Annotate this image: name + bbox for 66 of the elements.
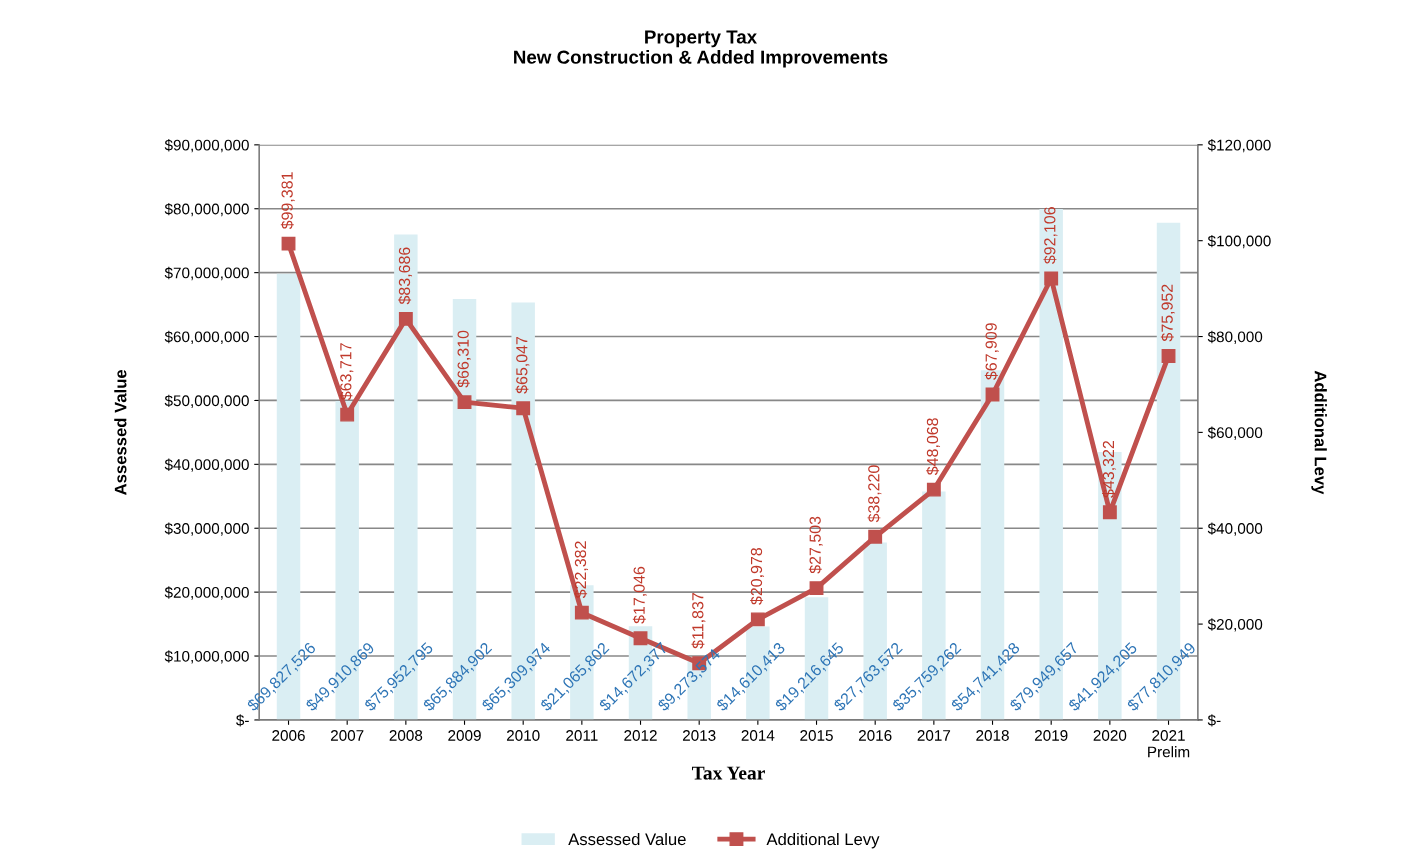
y-tick-label: $- (236, 714, 249, 727)
y-tick-label: $60,000,000 (164, 330, 249, 345)
y2-tick-label: $100,000 (1207, 234, 1271, 249)
data-label: $67,909 (984, 323, 999, 380)
point (809, 581, 824, 596)
x-tick-label: 2021 Prelim (1148, 730, 1190, 758)
data-label: $75,952 (1160, 284, 1175, 342)
data-label: $38,220 (867, 465, 882, 523)
point (281, 236, 296, 251)
x-tick-label: 2010 (506, 730, 540, 741)
point (1161, 348, 1176, 363)
x-tick-label: 2007 (330, 730, 364, 741)
chart-title: Property Tax New Construction & Added Improvements (514, 30, 888, 68)
x-tick-label: 2016 (858, 730, 892, 741)
y-tick-label: $70,000,000 (164, 266, 249, 281)
x-tick-label: 2014 (741, 730, 775, 741)
point (457, 395, 472, 410)
y2-tick-label: $20,000 (1207, 618, 1263, 632)
x-tick-label: 2015 (800, 730, 833, 741)
point (398, 311, 413, 326)
point (574, 605, 589, 620)
y2-tick-label: $- (1207, 714, 1221, 727)
y-tick-label: $80,000,000 (164, 202, 249, 217)
data-label: $20,978 (750, 547, 765, 605)
point (340, 407, 355, 422)
point (1102, 505, 1117, 520)
y-tick-label: $90,000,000 (164, 139, 249, 153)
y-tick-label: $10,000,000 (164, 650, 249, 664)
data-label: $66,310 (456, 330, 471, 388)
data-label: $83,686 (398, 247, 413, 305)
legend-label: Additional Levy (766, 832, 880, 849)
legend-label: Assessed Value (568, 832, 686, 846)
data-label: $92,106 (1043, 207, 1058, 264)
x-tick-label: 2009 (448, 730, 481, 741)
y-tick-label: $50,000,000 (164, 394, 249, 408)
point (750, 612, 765, 627)
data-label: $48,068 (926, 418, 941, 476)
y2-tick-label: $40,000 (1207, 522, 1263, 536)
x-tick-label: 2008 (389, 730, 423, 741)
data-label: $27,503 (808, 516, 823, 574)
x-tick-label: 2020 (1093, 730, 1127, 741)
x-tick-label: 2017 (917, 730, 951, 741)
point (926, 482, 941, 497)
y-tick-label: $30,000,000 (164, 522, 249, 536)
data-label: $63,717 (339, 343, 354, 401)
y-tick-label: $20,000,000 (164, 586, 249, 600)
y2-tick-label: $80,000 (1207, 330, 1263, 345)
x-tick-label: 2012 (624, 730, 657, 741)
point (868, 529, 883, 544)
y-tick-label: $40,000,000 (164, 458, 249, 472)
data-label: $99,381 (280, 172, 295, 230)
y2-tick-label: $60,000 (1207, 426, 1263, 440)
x-tick-label: 2019 (1034, 730, 1068, 741)
y-axis-title: Assessed Value (114, 369, 127, 495)
data-label: $65,047 (515, 336, 530, 394)
x-axis-title: Tax Year (692, 766, 765, 780)
point (516, 401, 531, 416)
point (1044, 271, 1059, 286)
y2-axis-title: Additional Levy (1311, 370, 1327, 495)
x-tick-label: 2013 (682, 730, 716, 741)
data-label: $11,837 (691, 593, 706, 649)
x-tick-label: 2011 (566, 730, 598, 741)
y2-tick-label: $120,000 (1207, 139, 1271, 153)
data-label: $17,046 (632, 566, 647, 624)
x-tick-label: 2018 (976, 730, 1009, 741)
x-tick-label: 2006 (272, 730, 305, 741)
